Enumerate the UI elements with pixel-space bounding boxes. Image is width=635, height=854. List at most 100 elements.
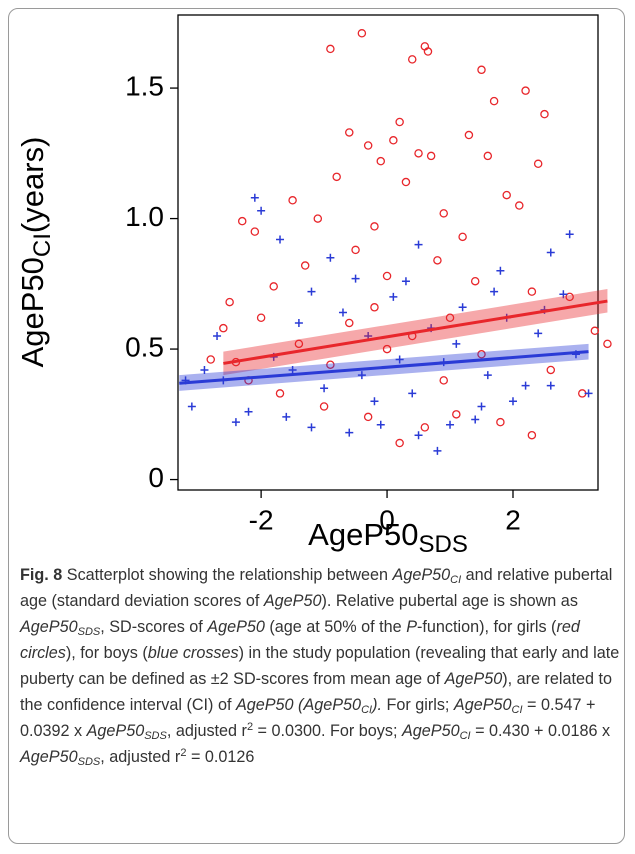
girl-point [389,136,398,145]
girl-point [401,177,411,187]
caption-run: AgeP50 [401,722,460,740]
caption-run: SDS [144,730,167,742]
caption-run: , SD-scores of [100,618,208,636]
boy-point [257,206,266,215]
girl-point [319,402,329,411]
caption-run: 2 [180,747,187,759]
girl-point [533,159,543,169]
boy-point [534,329,543,338]
boy-point [477,402,486,411]
y-label-sub: CI [29,233,56,257]
girl-point [294,339,304,349]
girl-point [540,109,549,119]
boy-point [231,418,240,427]
caption-run: = 0.547 + 0.0392 x [20,696,596,740]
girl-point [477,65,486,75]
girl-point [452,410,461,419]
girl-point [225,297,234,307]
figure-card [8,8,625,844]
girl-point [219,323,228,333]
caption-run: ), for boys ( [65,644,148,662]
girl-point [326,44,335,54]
plot-frame [177,14,599,491]
boy-point [452,339,461,348]
caption-run: red circles [20,618,580,662]
girl-point [426,151,436,161]
x-tick-label: 2 [505,504,521,535]
caption-run: Fig. 8 [20,566,63,584]
boy-point [307,423,316,432]
caption-run: = 0.0300. For boys; [253,722,402,740]
girl-point [496,417,505,427]
caption-run: CI [361,704,373,716]
boy-point [276,235,285,244]
boy-point [471,415,480,424]
y-axis-label: AgeP50CI(years) [15,137,56,368]
girl-point [357,29,367,38]
girl-point [250,227,260,236]
caption-run: 2 [246,721,254,733]
x-tick-label: 0 [379,504,395,535]
x-tick-label: -2 [249,504,274,535]
caption-run: AgeP50 [20,618,78,636]
caption-run: (age at 50% of the [264,618,407,636]
caption-run: = 0.430 + 0.0186 x [470,722,611,740]
girl-point [382,271,392,281]
girl-point [313,214,323,223]
boy-point [401,277,410,286]
girl-point [420,423,430,432]
girl-point [414,149,423,158]
boy-point [376,420,385,429]
girl-point [423,47,433,56]
girl-point [565,292,574,302]
girl-point [206,355,215,364]
caption-run: AgeP50 [453,696,512,714]
caption-run: CI [459,730,471,742]
boy-point [370,397,379,406]
caption-run: ). Relative pubertal age is shown as [321,592,578,610]
caption-run: SDS [77,626,101,638]
boy-point [345,428,354,437]
girl-point [439,209,448,218]
boy-point [490,287,499,296]
girl-point [521,86,530,95]
boy-point [458,303,467,312]
caption-run: CI [511,704,523,716]
boy-point [338,308,347,317]
y-tick-label: 1.0 [125,201,164,232]
boy-point [433,446,442,455]
x-label-main: AgeP50 [308,517,418,552]
caption-run: AgeP50 (AgeP50 [235,696,362,714]
girl-point [439,376,448,385]
boy-point [320,384,329,393]
y-label-unit: (years) [15,137,50,233]
girl-point [256,313,266,322]
girl-point [363,141,373,150]
y-label-main: AgeP50 [15,257,50,367]
boy-point [446,420,455,429]
fit-line [223,299,608,365]
girl-point [489,96,499,106]
boy-point [213,332,222,341]
girl-point [275,389,285,398]
x-label-sub: SDS [418,531,467,558]
girl-point [288,196,297,205]
girl-point [345,318,354,328]
girl-point [363,412,373,422]
boy-point [282,412,291,421]
girl-point [382,344,392,354]
boy-point [200,365,209,374]
girl-point [527,430,537,440]
caption-run: AgeP50 [207,618,265,636]
y-tick-label: 0 [148,462,164,493]
boy-point [389,292,398,301]
girl-point [376,156,386,166]
caption-run: For girls; [381,696,454,714]
boy-point [326,253,335,262]
boy-point [351,274,360,283]
caption-run: AgeP50 [20,748,78,766]
girl-point [326,360,335,369]
boy-point [414,240,423,249]
girl-point [370,222,379,231]
